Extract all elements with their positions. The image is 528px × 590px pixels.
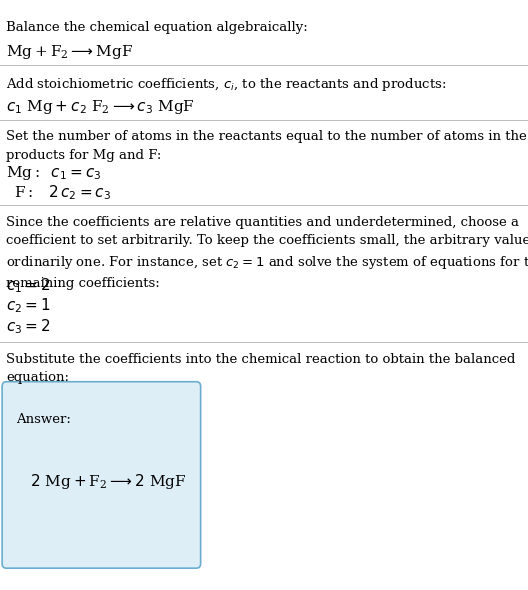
- Text: Balance the chemical equation algebraically:: Balance the chemical equation algebraica…: [6, 21, 308, 34]
- Text: $c_2 = 1$: $c_2 = 1$: [6, 297, 51, 316]
- Text: Answer:: Answer:: [16, 413, 71, 426]
- Text: $2\ \mathregular{Mg} + \mathregular{F_2} \longrightarrow 2\ \mathregular{MgF}$: $2\ \mathregular{Mg} + \mathregular{F_2}…: [30, 472, 186, 491]
- Text: Set the number of atoms in the reactants equal to the number of atoms in the
pro: Set the number of atoms in the reactants…: [6, 130, 527, 162]
- Text: $c_1 = 2$: $c_1 = 2$: [6, 276, 51, 295]
- Text: Substitute the coefficients into the chemical reaction to obtain the balanced
eq: Substitute the coefficients into the che…: [6, 353, 516, 384]
- Text: $\mathregular{Mg + F_2} \longrightarrow \mathregular{MgF}$: $\mathregular{Mg + F_2} \longrightarrow …: [6, 43, 134, 61]
- FancyBboxPatch shape: [2, 382, 201, 568]
- Text: Add stoichiometric coefficients, $c_i$, to the reactants and products:: Add stoichiometric coefficients, $c_i$, …: [6, 76, 447, 93]
- Text: $\;\;\mathregular{F:}\;\;\; 2\,c_2 = c_3$: $\;\;\mathregular{F:}\;\;\; 2\,c_2 = c_3…: [6, 183, 111, 202]
- Text: $c_3 = 2$: $c_3 = 2$: [6, 317, 51, 336]
- Text: $\mathregular{Mg:}\;\; c_1 = c_3$: $\mathregular{Mg:}\;\; c_1 = c_3$: [6, 164, 102, 182]
- Text: $c_1\ \mathregular{Mg} + c_2\ \mathregular{F_2} \longrightarrow c_3\ \mathregula: $c_1\ \mathregular{Mg} + c_2\ \mathregul…: [6, 98, 195, 116]
- Text: Since the coefficients are relative quantities and underdetermined, choose a
coe: Since the coefficients are relative quan…: [6, 216, 528, 290]
